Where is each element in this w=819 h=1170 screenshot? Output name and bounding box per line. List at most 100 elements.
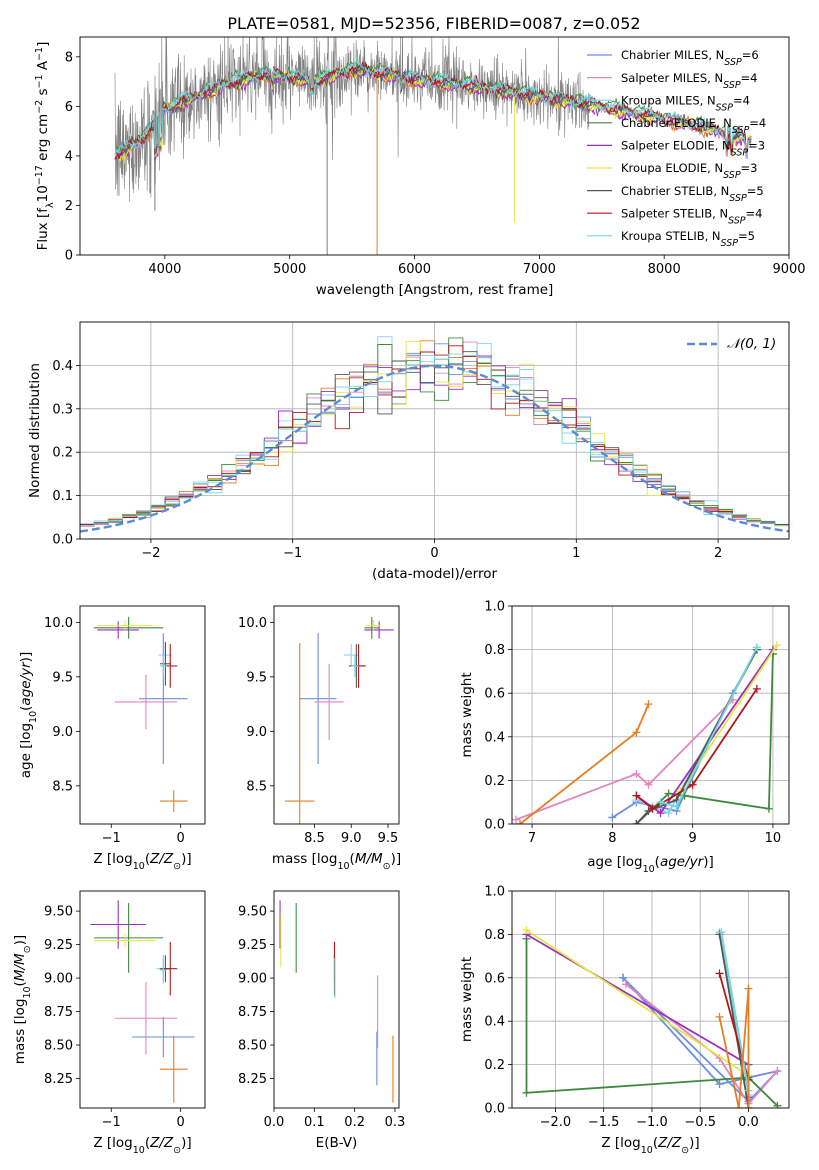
y-tick-label: 0 (65, 249, 73, 264)
label-part: =5 (747, 184, 764, 198)
mass-weight-series (636, 649, 758, 815)
spectrum-panel: 4000 5000 6000 7000 8000 9000 0 2 4 6 8 wavelength … (34, 36, 806, 298)
y-tick-label: 8.75 (238, 1005, 267, 1020)
y-tick-label: 8 (65, 50, 73, 65)
mass-weight-series (526, 929, 749, 1077)
axes-frame (273, 890, 400, 1109)
data-point-marker (644, 700, 653, 709)
y-tick-label: 9.00 (44, 972, 73, 987)
label-part: age/yr (18, 661, 34, 706)
mass-weight-series (718, 988, 750, 1108)
y-tick-label: 0.4 (52, 359, 73, 374)
label-part: Z [log (601, 1135, 640, 1151)
label-part: 10 (133, 861, 145, 872)
label-part: ( (18, 706, 34, 711)
x-tick-label: 0.3 (385, 1115, 406, 1130)
x-tick-label: 7 (528, 831, 536, 846)
data-point-marker (522, 1088, 531, 1097)
label-part: =4 (746, 206, 763, 220)
data-point-marker (522, 926, 531, 935)
label-part: =5 (738, 229, 755, 243)
plot-area (93, 616, 188, 813)
legend-entry: Salpeter MILES, NSSP=4 (621, 71, 758, 91)
y-axis-label: mass weight (459, 957, 475, 1042)
label-part: )] (391, 851, 402, 867)
x-tick-label: 8000 (648, 262, 681, 277)
y-tick-label: 9.50 (238, 905, 267, 920)
label-part: SSP (729, 192, 747, 203)
mass-weight-series (720, 932, 750, 1091)
x-tick-label: 0 (430, 546, 438, 561)
label-part: ⊙ (22, 945, 33, 953)
label-part: ( (653, 1135, 658, 1151)
y-tick-label: 8.25 (238, 1072, 267, 1087)
x-tick-label: 7000 (523, 262, 556, 277)
mass-weight-series (515, 699, 734, 821)
label-part: =4 (749, 116, 766, 130)
axes-frame (511, 890, 790, 1109)
x-tick-label: 0 (177, 1115, 185, 1130)
x-tick-label: 0 (177, 831, 185, 846)
axes-frame (79, 890, 206, 1109)
y-tick-label: 0.2 (52, 446, 73, 461)
label-part: )] (181, 851, 192, 867)
y-tick-label: 0.4 (484, 1015, 505, 1030)
x-tick-label: −2 (141, 546, 160, 561)
label-part: ⊙ (173, 1145, 181, 1156)
legend-entry: Chabrier ELODIE, NSSP=4 (621, 116, 766, 136)
y-axis-label: mass [log10(M/M⊙)] (12, 935, 33, 1064)
label-part: 10 (22, 986, 33, 998)
y-axis-label: mass weight (459, 672, 475, 757)
data-point-marker (744, 984, 753, 993)
data-point-marker (632, 791, 641, 800)
label-part: M/M (12, 953, 28, 981)
label-part: =3 (741, 161, 758, 175)
x-axis-label: Z [log10(Z/Z⊙)] (601, 1135, 699, 1156)
x-tick-label: 4000 (148, 262, 181, 277)
label-part: ( (145, 1135, 150, 1151)
y-tick-label: 4 (65, 149, 73, 164)
label-part: =3 (748, 139, 765, 153)
axes-frame (79, 321, 790, 540)
label-part: Z/Z (657, 1135, 682, 1151)
residual-histogram-panel: −2 −1 0 1 2 0.0 0.1 0.2 0.3 0.4 (data-model)/error… (27, 321, 790, 582)
label-part: Salpeter MILES, N (621, 71, 723, 85)
label-part: Kroupa STELIB, N (621, 229, 721, 243)
y-tick-label: 8.50 (44, 1039, 73, 1054)
label-part: −1 (34, 74, 45, 88)
label-part: ( (350, 851, 355, 867)
data-point-marker (621, 980, 630, 989)
label-part: =4 (741, 71, 758, 85)
y-tick-label: 0.2 (484, 1058, 505, 1073)
axes-frame (79, 36, 790, 256)
y-tick-label: 0.0 (484, 1102, 505, 1117)
label-part: A (35, 60, 51, 74)
label-part: )] (181, 1135, 192, 1151)
label-part: SSP (732, 125, 750, 136)
label-part: Salpeter ELODIE, N (621, 139, 731, 153)
plot-area (114, 37, 752, 255)
mass-weight-series (525, 938, 779, 1107)
y-tick-label: 9.25 (44, 938, 73, 953)
figure-title: PLATE=0581, MJD=52356, FIBERID=0087, z=0… (227, 14, 640, 33)
label-part: 10 (337, 861, 349, 872)
plot-area (90, 900, 195, 1103)
x-tick-label: 0.0 (738, 1115, 759, 1130)
y-tick-label: 8.75 (44, 1005, 73, 1020)
legend-entry: Chabrier STELIB, NSSP=5 (621, 184, 764, 204)
data-point-marker (644, 806, 653, 815)
y-tick-label: 0.4 (484, 730, 505, 745)
model-spectrum-line (114, 61, 752, 159)
x-tick-label: 10 (765, 831, 782, 846)
data-point-marker (632, 820, 641, 824)
legend-entry: Salpeter STELIB, NSSP=4 (621, 206, 762, 226)
y-tick-label: 0.0 (484, 818, 505, 833)
age-vs-metallicity-panel: −1 08.59.09.510.0Z [log10(Z/Z⊙)]age [log1… (18, 605, 206, 872)
data-point-marker (632, 728, 641, 737)
label-part: mass [log (272, 851, 338, 867)
label-part: SSP (716, 102, 734, 113)
data-point-marker (715, 1012, 724, 1021)
y-tick-label: 8.5 (52, 779, 73, 794)
y-tick-label: 0.2 (484, 774, 505, 789)
